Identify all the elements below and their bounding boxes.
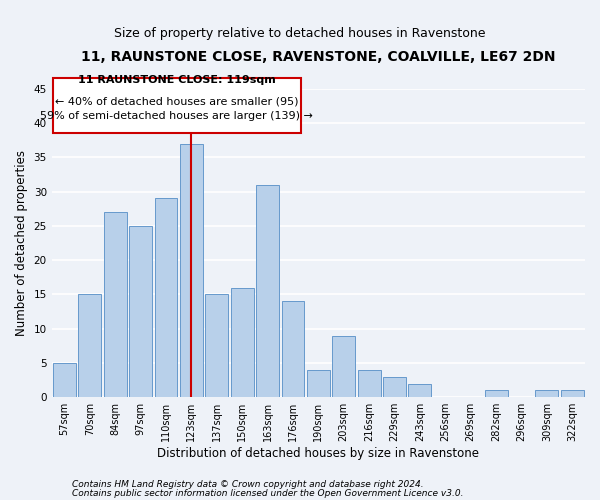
Y-axis label: Number of detached properties: Number of detached properties [15,150,28,336]
Title: 11, RAUNSTONE CLOSE, RAVENSTONE, COALVILLE, LE67 2DN: 11, RAUNSTONE CLOSE, RAVENSTONE, COALVIL… [81,50,556,64]
Bar [256,184,279,397]
FancyBboxPatch shape [53,78,301,134]
Bar [307,370,330,397]
Bar [383,376,406,397]
Bar [561,390,584,397]
Bar [79,294,101,397]
Bar [104,212,127,397]
Text: 59% of semi-detached houses are larger (139) →: 59% of semi-detached houses are larger (… [40,111,313,121]
Bar [231,288,254,397]
Bar [129,226,152,397]
Bar [281,302,304,397]
Bar [53,363,76,397]
Text: Contains public sector information licensed under the Open Government Licence v3: Contains public sector information licen… [72,490,464,498]
Bar [332,336,355,397]
Bar [409,384,431,397]
Bar [358,370,380,397]
Text: Size of property relative to detached houses in Ravenstone: Size of property relative to detached ho… [114,28,486,40]
Text: Contains HM Land Registry data © Crown copyright and database right 2024.: Contains HM Land Registry data © Crown c… [72,480,424,489]
Bar [205,294,228,397]
Bar [535,390,559,397]
Text: 11 RAUNSTONE CLOSE: 119sqm: 11 RAUNSTONE CLOSE: 119sqm [78,76,275,86]
Bar [180,144,203,397]
X-axis label: Distribution of detached houses by size in Ravenstone: Distribution of detached houses by size … [157,447,479,460]
Text: ← 40% of detached houses are smaller (95): ← 40% of detached houses are smaller (95… [55,96,298,106]
Bar [155,198,178,397]
Bar [485,390,508,397]
